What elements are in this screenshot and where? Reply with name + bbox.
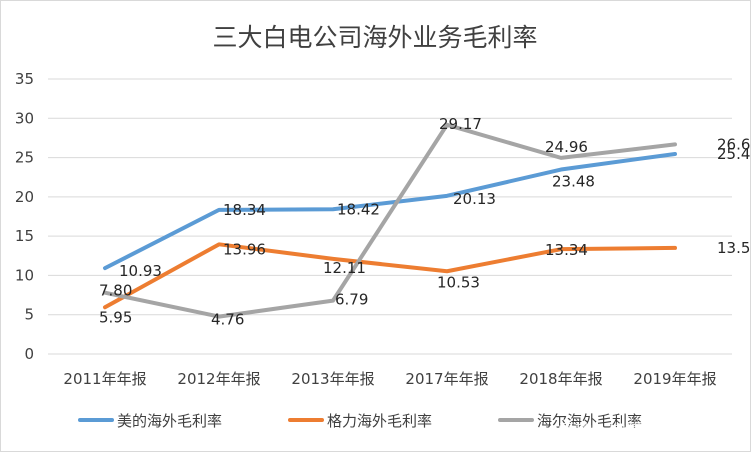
y-tick-label: 25 [15,149,34,167]
y-tick-label: 15 [15,227,34,245]
data-label: 13.34 [545,241,588,259]
x-tick-label: 2017年年报 [405,370,488,388]
data-label: 18.34 [223,201,266,219]
data-label: 24.96 [545,138,588,156]
series-line-0 [103,151,677,271]
data-label: 4.76 [211,311,244,329]
data-label: 7.80 [99,282,132,300]
x-tick-label: 2012年年报 [177,370,260,388]
series-line-1 [103,242,677,310]
data-label: 26.68 [717,135,751,153]
data-label: 23.48 [552,173,595,191]
data-label: 29.17 [439,115,482,133]
y-tick-label: 5 [24,306,34,324]
legend-label: 海尔海外毛利率 [537,412,642,430]
x-axis: 2011年年报 2012年年报 2013年年报 2017年年报 2018年年报 2019年… [63,370,716,388]
legend-label: 格力海外毛利率 [327,412,432,430]
y-tick-label: 0 [24,345,34,363]
series-line-2 [103,122,677,319]
x-tick-label: 2013年年报 [291,370,374,388]
y-tick-label: 30 [15,109,34,127]
legend: 美的海外毛利率 格力海外毛利率 海尔海外毛利率 [78,412,642,430]
series-lines [103,122,677,319]
data-labels: 10.93 18.34 18.42 20.13 23.48 25.46 5.95 13.96 1… [99,115,751,329]
data-label: 6.79 [335,291,368,309]
data-label: 12.11 [323,259,366,277]
gridlines [48,78,732,355]
data-label: 25.46 [717,145,751,163]
data-label: 5.95 [99,308,132,326]
x-tick-label: 2018年年报 [519,370,602,388]
y-tick-label: 35 [15,70,34,88]
y-axis: 0 5 10 15 20 25 30 35 [15,70,34,363]
watermark: 雪球：睿獴研究院 [558,422,694,442]
y-tick-label: 10 [15,266,34,284]
chart-title: 三大白电公司海外业务毛利率 [212,23,537,52]
x-tick-label: 2011年年报 [63,370,146,388]
data-label: 20.13 [453,190,496,208]
data-label: 18.42 [337,200,380,218]
data-label: 10.93 [119,262,162,280]
legend-label: 美的海外毛利率 [117,412,222,430]
x-tick-label: 2019年年报 [633,370,716,388]
watermark-text: 雪球：睿獴研究院 [558,422,694,442]
data-label: 10.53 [437,273,480,291]
data-label: 13.96 [223,240,266,258]
y-tick-label: 20 [15,188,34,206]
data-label: 13.50 [717,239,751,257]
